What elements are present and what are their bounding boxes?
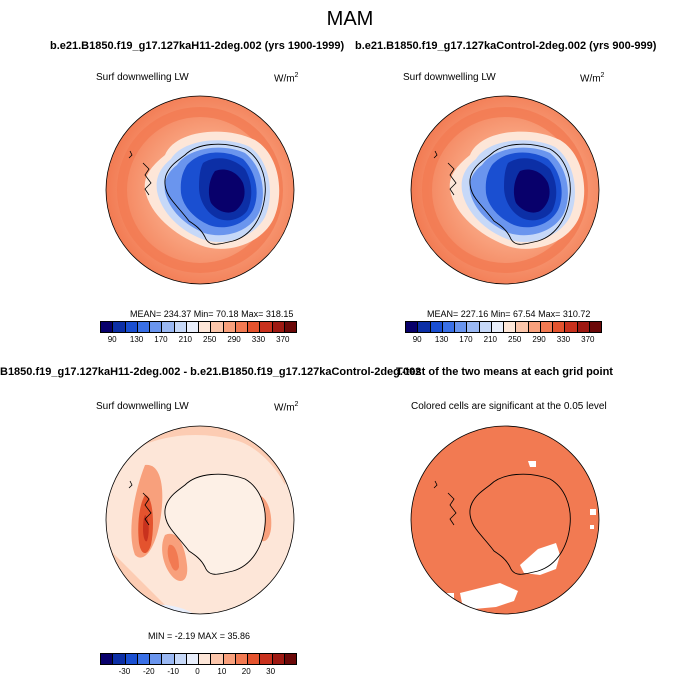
panel-3-variable-label: Surf downwelling LW xyxy=(96,401,189,412)
colorbar-tick-label: 10 xyxy=(217,667,227,676)
panel-4-significance-map xyxy=(410,425,600,615)
colorbar-tick-label: 130 xyxy=(129,335,144,344)
colorbar-swatch xyxy=(235,322,248,332)
colorbar-swatch xyxy=(284,322,296,332)
colorbar-tick-label: 290 xyxy=(227,335,241,344)
colorbar-tick-label: -10 xyxy=(167,667,179,676)
colorbar-tick-label: 170 xyxy=(459,335,473,344)
colorbar-tick-label: 370 xyxy=(276,335,290,344)
panel-3-units: W/m2 xyxy=(274,401,299,414)
colorbar-swatch xyxy=(199,654,212,664)
panel-3-case-title: B1850.f19_g17.127kaH11-2deg.002 - b.e21.… xyxy=(0,366,422,378)
colorbar-swatch xyxy=(150,322,163,332)
colorbar-swatch xyxy=(406,322,419,332)
colorbar-swatch xyxy=(137,322,150,332)
colorbar-swatch xyxy=(101,322,114,332)
colorbar-swatch xyxy=(162,654,175,664)
panel-2-colorbar xyxy=(405,321,602,333)
panel-4-case-title: T-test of the two means at each grid poi… xyxy=(396,366,613,378)
colorbar-swatch xyxy=(565,322,578,332)
colorbar-tick-label: -30 xyxy=(118,667,131,676)
colorbar-swatch xyxy=(235,654,248,664)
colorbar-tick-label: 170 xyxy=(154,335,168,344)
colorbar-swatch xyxy=(137,654,150,664)
colorbar-swatch xyxy=(504,322,517,332)
colorbar-tick-label: 210 xyxy=(178,335,192,344)
colorbar-swatch xyxy=(479,322,492,332)
colorbar-swatch xyxy=(248,654,261,664)
colorbar-tick-label: 210 xyxy=(483,335,497,344)
colorbar-swatch xyxy=(174,654,187,664)
colorbar-swatch xyxy=(113,322,126,332)
colorbar-swatch xyxy=(272,322,285,332)
colorbar-swatch xyxy=(516,322,529,332)
colorbar-swatch xyxy=(211,654,224,664)
colorbar-swatch xyxy=(442,322,455,332)
panel-1-polar-map xyxy=(105,95,295,285)
panel-4-variable-label: Colored cells are significant at the 0.0… xyxy=(411,401,607,412)
colorbar-swatch xyxy=(199,322,212,332)
colorbar-swatch xyxy=(113,654,126,664)
colorbar-swatch xyxy=(223,322,236,332)
colorbar-tick-label: 20 xyxy=(241,667,251,676)
colorbar-swatch xyxy=(284,654,296,664)
panel-1-stats: MEAN= 234.37 Min= 70.18 Max= 318.15 xyxy=(130,309,294,319)
colorbar-swatch xyxy=(577,322,590,332)
colorbar-swatch xyxy=(174,322,187,332)
panel-1-colorbar xyxy=(100,321,297,333)
figure-title: MAM xyxy=(326,8,374,30)
panel-3-colorbar xyxy=(100,653,297,665)
panel-3-polar-map xyxy=(105,425,295,615)
colorbar-swatch xyxy=(553,322,566,332)
colorbar-tick-label: 90 xyxy=(412,335,422,344)
panel-1-case-title: b.e21.B1850.f19_g17.127kaH11-2deg.002 (y… xyxy=(50,40,345,52)
colorbar-tick-label: 30 xyxy=(266,667,276,676)
panel-2-units: W/m2 xyxy=(580,72,605,85)
colorbar-tick-label: 250 xyxy=(203,335,217,344)
colorbar-swatch xyxy=(455,322,468,332)
colorbar-swatch xyxy=(491,322,504,332)
panel-2-stats: MEAN= 227.16 Min= 67.54 Max= 310.72 xyxy=(427,309,591,319)
panel-2-polar-map xyxy=(410,95,600,285)
colorbar-swatch xyxy=(186,654,199,664)
colorbar-swatch xyxy=(528,322,541,332)
colorbar-swatch xyxy=(467,322,480,332)
panel-2-variable-label: Surf downwelling LW xyxy=(403,72,496,83)
colorbar-swatch xyxy=(430,322,443,332)
colorbar-tick-label: 330 xyxy=(556,335,571,344)
colorbar-swatch xyxy=(186,322,199,332)
panel-1-units: W/m2 xyxy=(274,72,299,85)
colorbar-swatch xyxy=(162,322,175,332)
colorbar-swatch xyxy=(418,322,431,332)
colorbar-tick-label: 90 xyxy=(107,335,117,344)
panel-2-case-title: b.e21.B1850.f19_g17.127kaControl-2deg.00… xyxy=(355,40,657,52)
colorbar-tick-label: 130 xyxy=(434,335,449,344)
panel-1-variable-label: Surf downwelling LW xyxy=(96,72,189,83)
colorbar-swatch xyxy=(260,654,273,664)
colorbar-swatch xyxy=(589,322,601,332)
colorbar-tick-label: 250 xyxy=(508,335,522,344)
colorbar-swatch xyxy=(272,654,285,664)
panel-3-stats: MIN = -2.19 MAX = 35.86 xyxy=(148,631,251,641)
colorbar-swatch xyxy=(101,654,114,664)
colorbar-swatch xyxy=(248,322,261,332)
colorbar-tick-label: -20 xyxy=(142,667,155,676)
colorbar-tick-label: 290 xyxy=(532,335,546,344)
colorbar-swatch xyxy=(125,654,138,664)
colorbar-swatch xyxy=(223,654,236,664)
colorbar-swatch xyxy=(211,322,224,332)
colorbar-swatch xyxy=(540,322,553,332)
colorbar-swatch xyxy=(150,654,163,664)
colorbar-swatch xyxy=(260,322,273,332)
colorbar-tick-label: 0 xyxy=(195,667,200,676)
colorbar-swatch xyxy=(125,322,138,332)
colorbar-tick-label: 330 xyxy=(251,335,266,344)
colorbar-tick-label: 370 xyxy=(581,335,595,344)
